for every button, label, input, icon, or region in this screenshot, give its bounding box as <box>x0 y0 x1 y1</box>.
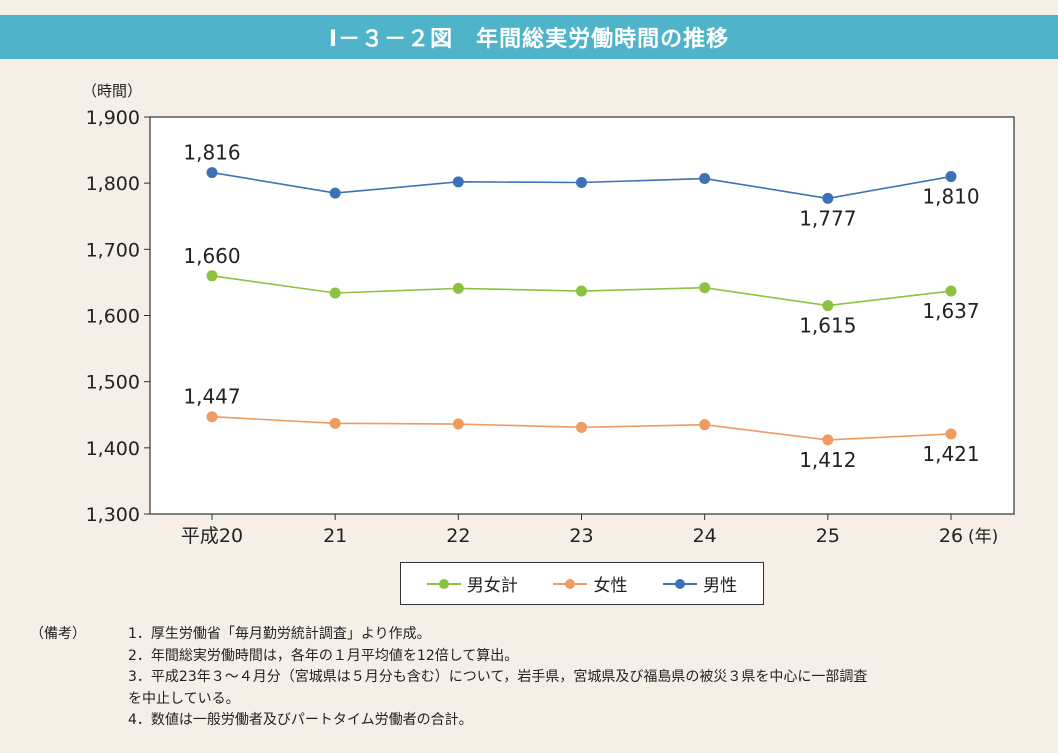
data-point <box>699 282 711 294</box>
y-tick-label: 1,600 <box>86 306 140 328</box>
note-1: 1．厚生労働省「毎月勤労統計調査」より作成。 <box>128 626 431 642</box>
x-axis-unit: (年) <box>968 527 998 547</box>
legend-label-female: 女性 <box>593 576 628 596</box>
data-point <box>452 418 464 430</box>
legend-marker-male <box>663 578 698 590</box>
data-point <box>822 192 834 204</box>
data-point <box>206 411 218 423</box>
notes-head: （備考） <box>30 626 86 642</box>
note-row-2: 2．年間総実労働時間は，各年の１月平均値を12倍して算出。 <box>30 646 1058 668</box>
data-point <box>329 287 341 299</box>
note-3: 3．平成23年３～４月分（宮城県は５月分も含む）について，岩手県，宮城県及び福島… <box>128 669 868 685</box>
x-tick-label: 21 <box>323 525 347 547</box>
data-point <box>945 428 957 440</box>
legend-marker-total <box>426 578 461 590</box>
note-row-4: 4．数値は一般労働者及びパートタイム労働者の合計。 <box>30 710 1058 732</box>
data-label: 1,816 <box>183 141 240 165</box>
data-label: 1,810 <box>922 185 979 209</box>
data-point <box>699 173 711 185</box>
x-tick-label: 24 <box>693 525 717 547</box>
data-point <box>206 270 218 282</box>
x-tick-label: 25 <box>816 525 840 547</box>
data-label: 1,660 <box>183 244 240 268</box>
data-point <box>576 285 587 297</box>
legend-item-total: 男女計 <box>426 571 518 596</box>
data-point <box>699 419 711 431</box>
note-row-3: 3．平成23年３～４月分（宮城県は５月分も含む）について，岩手県，宮城県及び福島… <box>30 667 1058 689</box>
legend: 男女計 女性 男性 <box>400 562 764 605</box>
notes: （備考） 1．厚生労働省「毎月勤労統計調査」より作成。 2．年間総実労働時間は，… <box>30 624 1058 732</box>
line-chart: （時間） 1,300 1,400 1,500 1,600 1,700 1,800 1,900 平… <box>82 82 1015 547</box>
y-tick-label: 1,400 <box>86 438 140 460</box>
x-tick-label: 26 <box>939 525 963 547</box>
data-point <box>945 285 957 297</box>
data-point <box>452 176 464 188</box>
legend-item-female: 女性 <box>553 571 627 596</box>
y-tick-label: 1,900 <box>86 107 140 129</box>
y-tick-label: 1,300 <box>86 504 140 526</box>
data-label: 1,447 <box>183 385 240 409</box>
data-point <box>452 282 464 294</box>
note-3-continued: を中止している。 <box>128 690 240 707</box>
data-point <box>945 171 957 183</box>
y-axis-unit: （時間） <box>82 82 142 100</box>
y-tick-label: 1,800 <box>86 173 140 195</box>
x-tick-label: 平成20 <box>181 525 243 547</box>
y-tick-label: 1,700 <box>86 239 140 261</box>
note-row-1: （備考） 1．厚生労働省「毎月勤労統計調査」より作成。 <box>30 624 1058 646</box>
legend-label-male: 男性 <box>703 576 738 596</box>
data-point <box>329 187 341 199</box>
note-4: 4．数値は一般労働者及びパートタイム労働者の合計。 <box>128 712 473 728</box>
legend-marker-female <box>553 578 588 590</box>
plot-area <box>149 116 1015 515</box>
data-point <box>206 167 218 179</box>
x-tick-label: 22 <box>446 525 470 547</box>
data-point <box>329 417 341 429</box>
data-label: 1,615 <box>799 314 856 338</box>
y-tick-label: 1,500 <box>86 372 140 394</box>
x-tick-label: 23 <box>569 525 593 547</box>
data-label: 1,412 <box>799 448 856 472</box>
legend-item-male: 男性 <box>663 571 737 596</box>
data-point <box>822 300 834 312</box>
chart-title: Ⅰ－３－２図 年間総実労働時間の推移 <box>0 15 1058 59</box>
data-point <box>576 421 587 433</box>
data-point <box>576 177 587 189</box>
note-2: 2．年間総実労働時間は，各年の１月平均値を12倍して算出。 <box>128 647 519 664</box>
data-label: 1,637 <box>922 299 979 323</box>
data-label: 1,421 <box>922 442 979 466</box>
legend-label-total: 男女計 <box>466 576 518 596</box>
data-label: 1,777 <box>799 206 856 230</box>
data-point <box>822 434 834 446</box>
